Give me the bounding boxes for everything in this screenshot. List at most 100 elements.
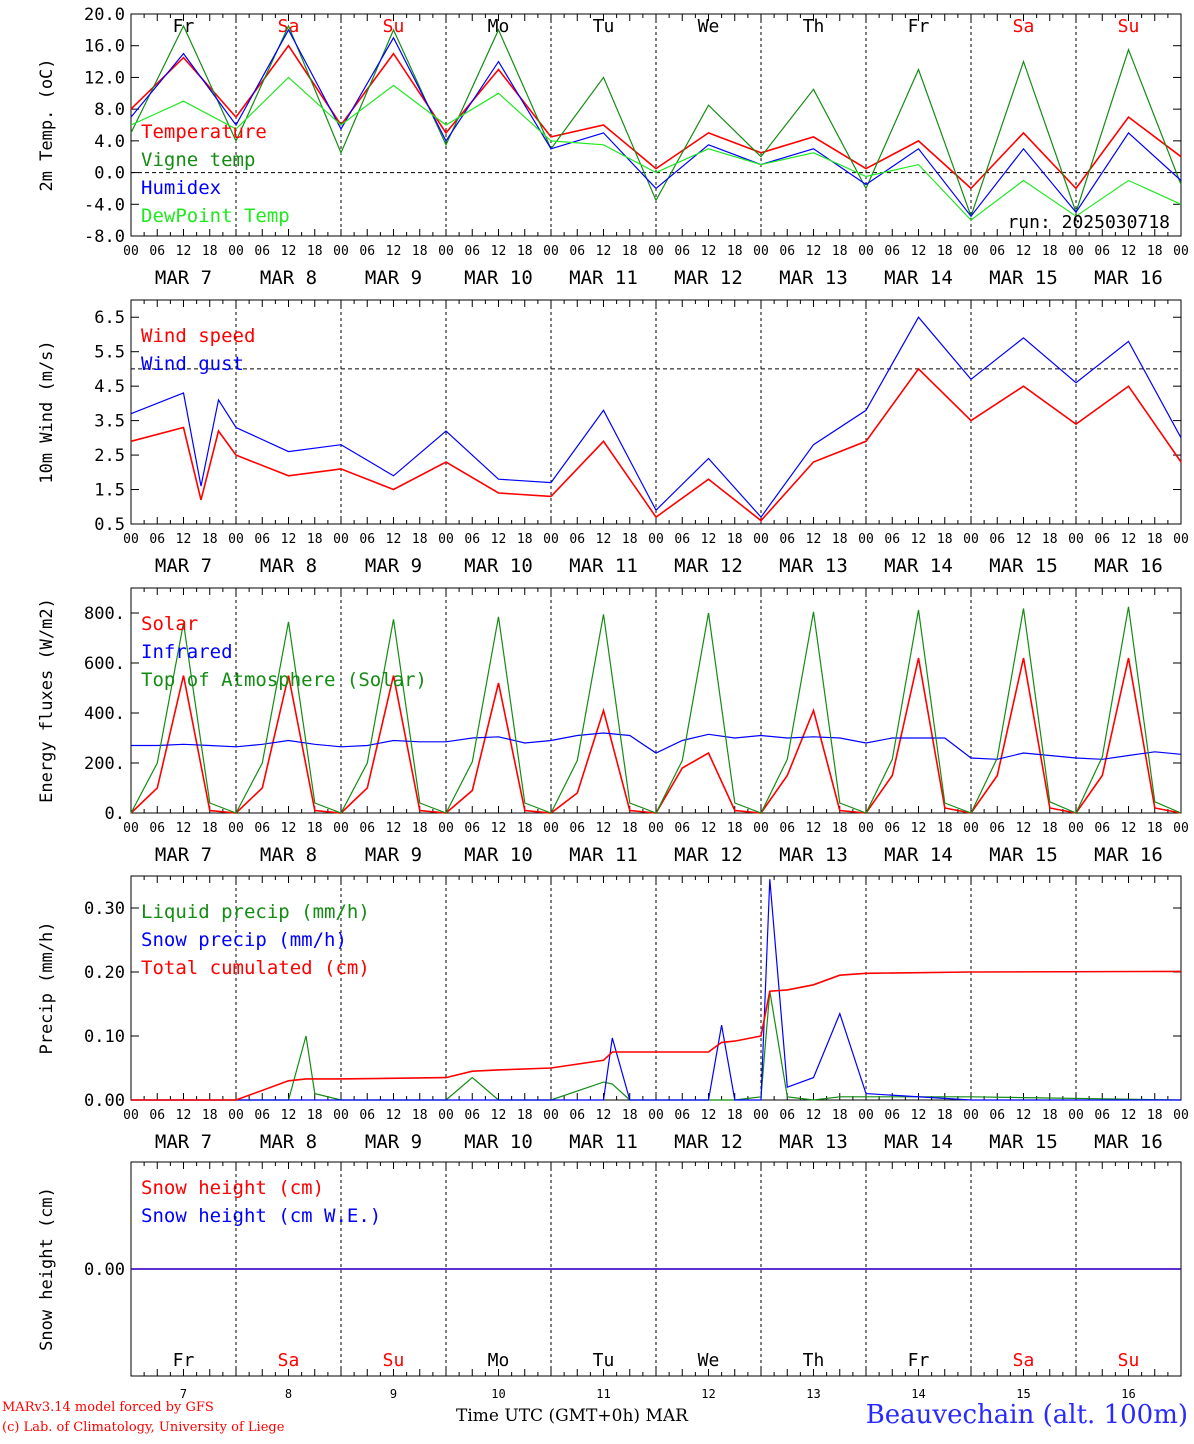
weekday-label: Tu — [593, 16, 615, 37]
hour-tick-label: 18 — [937, 532, 953, 547]
hour-tick-label: 06 — [779, 1108, 795, 1123]
y-tick-label: 0.0 — [94, 164, 125, 184]
hour-tick-label: 00 — [543, 1108, 559, 1123]
date-label: MAR 15 — [989, 267, 1058, 289]
hour-tick-label: 00 — [228, 1108, 244, 1123]
date-label: MAR 8 — [260, 1131, 317, 1153]
hour-tick-label: 18 — [937, 1108, 953, 1123]
date-label: MAR 10 — [464, 555, 533, 577]
hour-tick-label: 12 — [806, 821, 822, 836]
hour-tick-label: 06 — [779, 532, 795, 547]
hour-tick-label: 00 — [858, 244, 874, 259]
hour-tick-label: 06 — [569, 532, 585, 547]
hour-tick-label: 18 — [412, 244, 428, 259]
date-label: MAR 9 — [365, 267, 422, 289]
weekday-label: Th — [803, 16, 825, 37]
hour-tick-label: 18 — [307, 532, 323, 547]
hour-tick-label: 00 — [1173, 1108, 1189, 1123]
date-label: MAR 13 — [779, 555, 848, 577]
weekday-label: Fr — [173, 1350, 195, 1371]
hour-tick-label: 06 — [569, 821, 585, 836]
series-line-liquid-precip-mm-h- — [131, 991, 1182, 1101]
hour-tick-label: 00 — [963, 532, 979, 547]
date-label: MAR 7 — [155, 844, 212, 866]
day-number-label: 9 — [390, 1387, 397, 1401]
y-tick-label: 200. — [84, 754, 125, 774]
y-tick-label: 4.0 — [94, 132, 125, 152]
series-line-vigne-temp — [130, 24, 1182, 219]
hour-tick-label: 00 — [963, 821, 979, 836]
hour-tick-label: 12 — [1121, 244, 1137, 259]
hour-tick-label: 06 — [359, 1108, 375, 1123]
day-number-label: 16 — [1121, 1387, 1135, 1401]
legend-entry: Snow height (cm) — [141, 1177, 324, 1199]
hour-tick-label: 12 — [1121, 1108, 1137, 1123]
hour-tick-label: 06 — [254, 244, 270, 259]
y-tick-label: 600. — [84, 654, 125, 674]
y-tick-label: 20.0 — [84, 5, 125, 25]
weekday-label: Tu — [593, 1350, 615, 1371]
hour-tick-label: 18 — [1042, 532, 1058, 547]
date-label: MAR 11 — [569, 267, 638, 289]
hour-tick-label: 06 — [359, 532, 375, 547]
hour-tick-label: 00 — [438, 1108, 454, 1123]
y-tick-label: 0.10 — [84, 1027, 125, 1047]
hour-tick-label: 06 — [254, 821, 270, 836]
hour-tick-label: 18 — [1042, 821, 1058, 836]
hour-tick-label: 00 — [963, 244, 979, 259]
hour-tick-label: 18 — [202, 821, 218, 836]
hour-tick-label: 06 — [149, 532, 165, 547]
hour-tick-label: 00 — [228, 244, 244, 259]
date-label: MAR 7 — [155, 555, 212, 577]
hour-tick-label: 06 — [464, 244, 480, 259]
hour-tick-label: 18 — [832, 1108, 848, 1123]
y-tick-label: 0. — [105, 804, 125, 824]
hour-tick-label: 12 — [701, 532, 717, 547]
hour-tick-label: 00 — [648, 821, 664, 836]
hour-tick-label: 00 — [1068, 244, 1084, 259]
hour-tick-label: 18 — [412, 1108, 428, 1123]
hour-tick-label: 12 — [596, 1108, 612, 1123]
date-label: MAR 15 — [989, 844, 1058, 866]
hour-tick-label: 12 — [806, 1108, 822, 1123]
date-label: MAR 16 — [1094, 555, 1163, 577]
hour-tick-label: 12 — [176, 1108, 192, 1123]
date-label: MAR 13 — [779, 267, 848, 289]
hour-tick-label: 00 — [123, 821, 139, 836]
hour-tick-label: 06 — [884, 532, 900, 547]
hour-tick-label: 00 — [753, 821, 769, 836]
hour-tick-label: 12 — [281, 1108, 297, 1123]
date-label: MAR 8 — [260, 267, 317, 289]
hour-tick-label: 12 — [596, 244, 612, 259]
legend-entry: Infrared — [141, 641, 233, 663]
hour-tick-label: 00 — [123, 244, 139, 259]
hour-tick-label: 00 — [228, 821, 244, 836]
hour-tick-label: 12 — [806, 244, 822, 259]
hour-tick-label: 18 — [307, 244, 323, 259]
hour-tick-label: 12 — [1016, 821, 1032, 836]
hour-tick-label: 18 — [832, 532, 848, 547]
weekday-label: Sa — [1013, 16, 1035, 37]
hour-tick-label: 18 — [622, 244, 638, 259]
weekday-label: Sa — [1013, 1350, 1035, 1371]
hour-tick-label: 00 — [1068, 821, 1084, 836]
day-number-label: 14 — [911, 1387, 925, 1401]
hour-tick-label: 00 — [753, 532, 769, 547]
hour-tick-label: 00 — [963, 1108, 979, 1123]
series-line-dewpoint-temp — [130, 76, 1182, 221]
hour-tick-label: 06 — [1094, 532, 1110, 547]
weekday-label: We — [698, 16, 720, 37]
hour-tick-label: 18 — [307, 821, 323, 836]
hour-tick-label: 12 — [701, 244, 717, 259]
legend-entry: Solar — [141, 613, 198, 635]
hour-tick-label: 12 — [911, 244, 927, 259]
hour-tick-label: 06 — [674, 1108, 690, 1123]
hour-tick-label: 00 — [123, 532, 139, 547]
hour-tick-label: 06 — [884, 821, 900, 836]
station-label: Beauvechain (alt. 100m) — [865, 1400, 1188, 1430]
day-number-label: 8 — [285, 1387, 292, 1401]
date-label: MAR 7 — [155, 1131, 212, 1153]
date-label: MAR 16 — [1094, 1131, 1163, 1153]
